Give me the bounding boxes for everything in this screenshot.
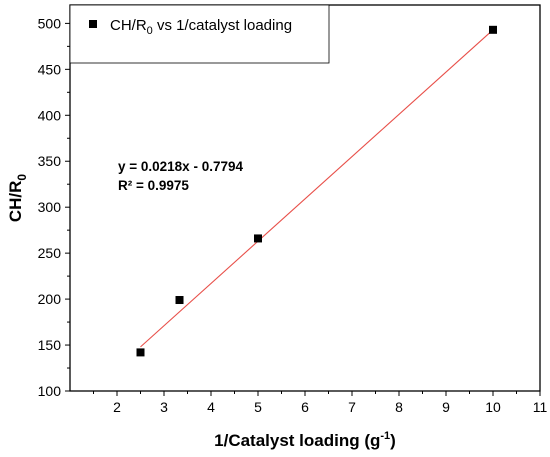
fit-line-group xyxy=(140,29,494,348)
fit-equation: y = 0.0218x - 0.7794 xyxy=(118,159,243,174)
x-tick-label: 8 xyxy=(395,399,403,415)
y-tick-label: 500 xyxy=(38,15,62,31)
y-tick-label: 200 xyxy=(38,291,62,307)
x-tick-label: 3 xyxy=(160,399,168,415)
x-tick-label: 4 xyxy=(207,399,215,415)
legend-box xyxy=(69,4,330,64)
y-tick-label: 450 xyxy=(38,61,62,77)
y-tick-label: 300 xyxy=(38,199,62,215)
fit-line xyxy=(140,29,494,348)
data-point xyxy=(489,25,497,34)
data-point xyxy=(175,296,184,305)
y-tick-label: 100 xyxy=(38,383,62,399)
x-tick-label: 7 xyxy=(348,399,356,415)
data-point xyxy=(254,234,262,243)
x-tick-label: 11 xyxy=(533,399,548,415)
legend-marker xyxy=(89,20,97,28)
x-axis: 2 3 4 5 6 7 8 9 10 11 xyxy=(93,391,548,415)
fit-r-squared: R² = 0.9975 xyxy=(118,178,189,193)
x-tick-label: 2 xyxy=(113,399,121,415)
data-point xyxy=(136,348,145,357)
y-axis: 100 150 200 250 300 350 400 450 500 xyxy=(38,15,70,399)
legend-label: CH/R0 vs 1/catalyst loading xyxy=(110,17,292,37)
y-tick-label: 350 xyxy=(38,153,62,169)
y-tick-label: 400 xyxy=(38,107,62,123)
x-tick-label: 5 xyxy=(254,399,262,415)
y-axis-title: CH/R0 xyxy=(6,174,29,223)
x-tick-label: 9 xyxy=(442,399,450,415)
y-tick-label: 250 xyxy=(38,245,62,261)
y-tick-label: 150 xyxy=(38,337,62,353)
x-axis-title: 1/Catalyst loading (g-1) xyxy=(214,430,396,450)
x-tick-label: 10 xyxy=(485,399,501,415)
data-points xyxy=(136,25,497,357)
x-tick-label: 6 xyxy=(301,399,309,415)
legend: CH/R0 vs 1/catalyst loading xyxy=(69,4,330,64)
